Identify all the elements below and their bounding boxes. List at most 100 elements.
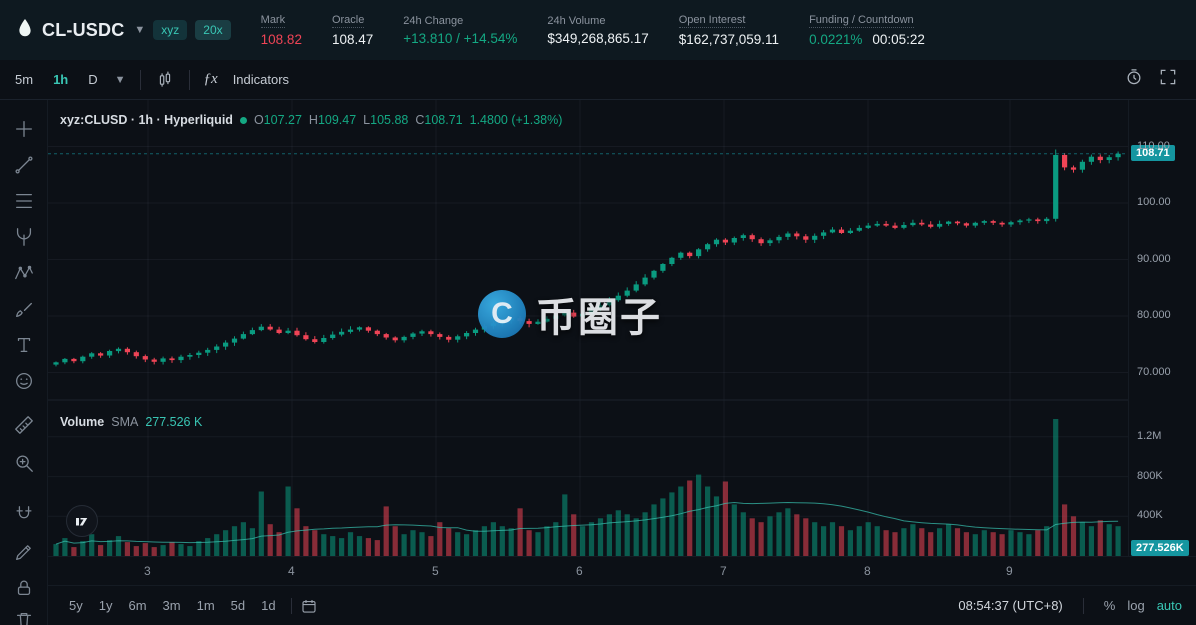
stat-open-interest: Open Interest $162,737,059.11 — [678, 13, 780, 47]
alert-clock-icon[interactable] — [1124, 67, 1144, 92]
emoji-icon[interactable] — [9, 366, 39, 396]
interval-1h[interactable]: 1h — [53, 72, 69, 87]
price-tick-label: 70.000 — [1137, 365, 1171, 378]
drawing-toolbar — [0, 100, 48, 625]
tradingview-logo[interactable] — [66, 505, 98, 537]
trash-icon[interactable] — [9, 605, 39, 625]
ruler-icon[interactable] — [9, 410, 39, 440]
header: CL-USDC ▼ xyz 20x Mark 108.82 Oracle 108… — [0, 0, 1196, 60]
range-5y[interactable]: 5y — [69, 598, 83, 613]
lock-icon[interactable] — [9, 573, 39, 603]
time-tick-label: 5 — [432, 564, 439, 578]
xabcd-pattern-icon[interactable] — [9, 258, 39, 288]
pitchfork-icon[interactable] — [9, 222, 39, 252]
volume-legend: Volume SMA 277.526 K — [60, 415, 202, 429]
chart-toolbar: 5m 1h D ▼ ƒx Indicators — [0, 60, 1196, 100]
stat-24h-volume-label: 24h Volume — [547, 14, 606, 27]
volume-sma-label: SMA — [111, 415, 139, 429]
legend-symbol[interactable]: xyz:CLUSD · 1h · Hyperliquid — [60, 113, 233, 127]
stat-oracle-label: Oracle — [331, 13, 365, 28]
stat-oracle: Oracle 108.47 — [331, 13, 374, 47]
volume-sma-value: 277.526 K — [145, 415, 203, 429]
clock-display[interactable]: 08:54:37 (UTC+8) — [958, 598, 1063, 613]
legend-change: 1.4800 (+1.38%) — [469, 113, 563, 127]
legend-high: 109.47 — [317, 113, 357, 127]
time-tick-label: 8 — [864, 564, 871, 578]
range-1m[interactable]: 1m — [196, 598, 215, 613]
candlestick-style-icon[interactable] — [155, 70, 175, 90]
auto-scale-button[interactable]: auto — [1156, 598, 1182, 613]
percent-scale-button[interactable]: % — [1103, 598, 1116, 613]
data-status-dot — [239, 116, 247, 124]
price-tick-label: 90.000 — [1137, 252, 1171, 265]
legend-open: 107.27 — [263, 113, 302, 127]
dex-badge[interactable]: xyz — [153, 20, 188, 40]
fib-retracement-icon[interactable] — [9, 186, 39, 216]
stat-open-interest-value: $162,737,059.11 — [678, 31, 780, 47]
stat-24h-change-label: 24h Change — [403, 14, 464, 27]
stat-oracle-value: 108.47 — [331, 31, 374, 47]
time-tick-label: 7 — [720, 564, 727, 578]
time-tick-label: 4 — [288, 564, 295, 578]
crosshair-icon[interactable] — [9, 114, 39, 144]
price-tick-label: 80.000 — [1137, 309, 1171, 321]
stat-funding: Funding / Countdown 0.0221% 00:05:22 — [809, 14, 925, 47]
stat-open-interest-label: Open Interest — [678, 13, 746, 28]
go-to-date-icon[interactable] — [300, 597, 318, 615]
chevron-down-icon: ▼ — [134, 24, 146, 36]
price-volume-chart[interactable] — [48, 100, 1128, 556]
interval-dropdown-icon[interactable]: ▼ — [114, 73, 126, 86]
indicators-button[interactable]: Indicators — [232, 72, 290, 87]
stat-mark-label: Mark — [260, 13, 286, 28]
chart-area[interactable]: xyz:CLUSD · 1h · Hyperliquid O107.27 H10… — [48, 100, 1128, 556]
range-1d[interactable]: 1d — [261, 598, 276, 613]
price-tick-label: 110.00 — [1137, 139, 1170, 152]
stat-funding-label: Funding / Countdown — [809, 13, 914, 28]
hyperliquid-droplet-icon — [16, 17, 34, 44]
zoom-in-icon[interactable] — [9, 448, 39, 478]
stat-24h-volume: 24h Volume $349,268,865.17 — [547, 15, 648, 46]
range-1y[interactable]: 1y — [98, 598, 113, 613]
price-tick-label: 100.00 — [1137, 196, 1171, 208]
funding-rate: 0.0221% — [809, 31, 863, 47]
last-volume-badge: 277.526K — [1131, 540, 1189, 556]
interval-1d[interactable]: D — [88, 72, 98, 87]
log-scale-button[interactable]: log — [1127, 598, 1145, 613]
stat-24h-change-value: +13.810 / +14.54% — [403, 30, 518, 46]
brush-icon[interactable] — [9, 294, 39, 324]
bottom-bar: 5y 1y 6m 3m 1m 5d 1d 08:54:37 (UTC+8) % log au… — [48, 585, 1196, 625]
indicators-icon: ƒx — [203, 71, 218, 87]
range-5d[interactable]: 5d — [230, 598, 246, 613]
leverage-badge[interactable]: 20x — [195, 20, 231, 40]
stat-mark-value: 108.82 — [260, 31, 302, 47]
pencil-icon[interactable] — [9, 537, 39, 567]
time-tick-label: 6 — [576, 564, 583, 578]
interval-5m[interactable]: 5m — [15, 72, 34, 87]
stat-mark: Mark 108.82 — [260, 13, 302, 47]
chart-legend: xyz:CLUSD · 1h · Hyperliquid O107.27 H10… — [60, 113, 563, 127]
range-6m[interactable]: 6m — [128, 598, 147, 613]
volume-legend-title[interactable]: Volume — [60, 415, 105, 429]
fullscreen-icon[interactable] — [1158, 67, 1178, 92]
stat-24h-change: 24h Change +13.810 / +14.54% — [403, 15, 517, 46]
stat-24h-volume-value: $349,268,865.17 — [547, 30, 649, 46]
volume-tick-label: 800K — [1137, 469, 1163, 482]
time-tick-label: 3 — [144, 564, 151, 578]
trend-line-icon[interactable] — [9, 150, 39, 180]
funding-countdown: 00:05:22 — [872, 31, 925, 47]
legend-close: 108.71 — [424, 113, 463, 127]
chart-body: xyz:CLUSD · 1h · Hyperliquid O107.27 H10… — [0, 100, 1196, 625]
magnet-icon[interactable] — [9, 500, 39, 530]
text-icon[interactable] — [9, 330, 39, 360]
price-axis[interactable]: 108.71 277.526K 110.00 100.00 90.000 80.000… — [1128, 100, 1196, 556]
volume-tick-label: 1.2M — [1137, 429, 1162, 442]
time-axis[interactable]: 3 4 5 6 7 8 9 — [48, 556, 1196, 585]
volume-tick-label: 400K — [1137, 509, 1163, 522]
last-price-badge: 108.71 — [1131, 145, 1175, 161]
time-tick-label: 9 — [1006, 564, 1013, 578]
range-3m[interactable]: 3m — [162, 598, 181, 613]
pair-selector[interactable]: CL-USDC ▼ xyz 20x — [16, 17, 231, 44]
legend-low: 105.88 — [370, 113, 409, 127]
pair-title: CL-USDC — [42, 19, 125, 40]
